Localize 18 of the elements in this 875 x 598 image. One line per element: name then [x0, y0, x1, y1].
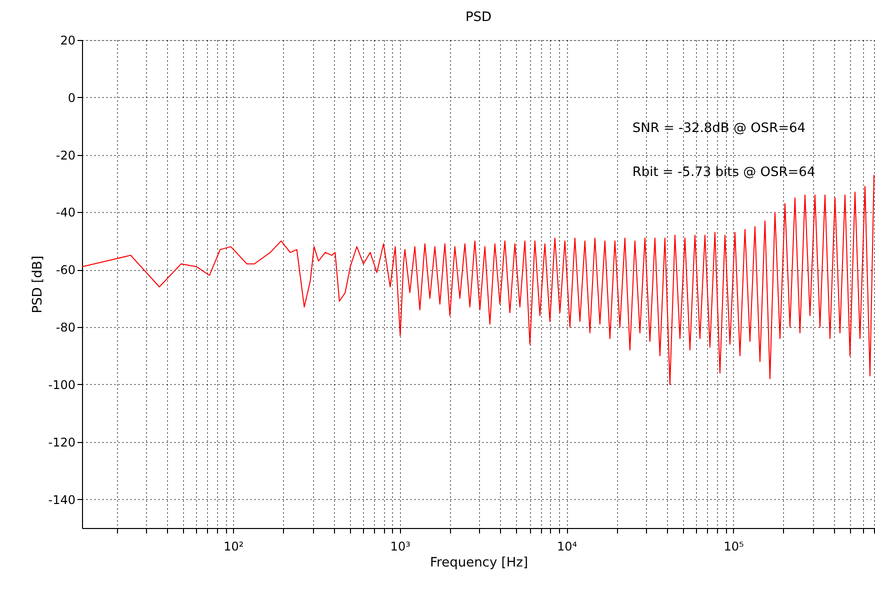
y-tick-label: -120 [48, 435, 76, 450]
x-tick-label: 10⁵ [724, 540, 744, 554]
y-tick-label: -100 [48, 378, 76, 392]
annotation: Rbit = -5.73 bits @ OSR=64 [632, 165, 816, 180]
annotation: SNR = -32.8dB @ OSR=64 [632, 121, 806, 136]
y-tick-label: -80 [56, 320, 76, 335]
y-tick-label: 0 [68, 90, 76, 105]
x-tick-label: 10³ [390, 540, 411, 554]
y-tick-label: 20 [60, 34, 76, 48]
y-tick-label: -140 [48, 492, 76, 507]
x-tick-label: 10⁴ [557, 540, 578, 554]
y-tick-label: -60 [56, 263, 76, 278]
y-axis-title: PSD [dB] [30, 256, 46, 314]
y-tick-label: -40 [56, 206, 76, 220]
x-axis-title: Frequency [Hz] [430, 556, 528, 570]
chart-title: PSD [465, 10, 492, 25]
y-tick-label: -20 [56, 148, 76, 162]
x-tick-label: 10² [224, 540, 244, 554]
